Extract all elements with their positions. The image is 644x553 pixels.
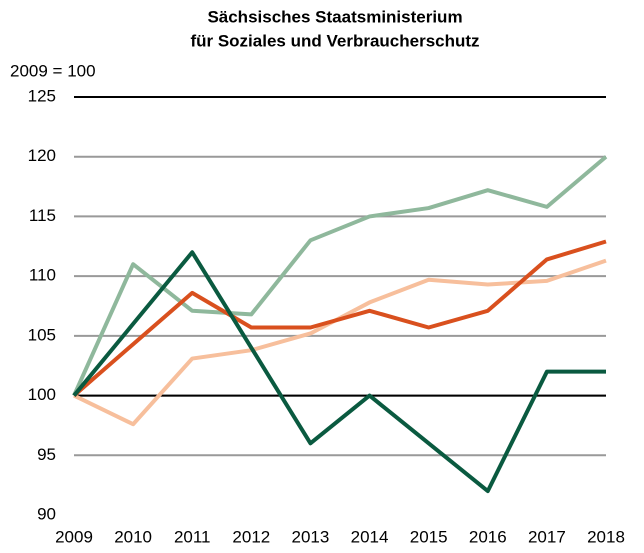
x-tick-label: 2009 bbox=[55, 527, 93, 546]
y-axis-label: 2009 = 100 bbox=[10, 61, 96, 80]
y-tick-label: 95 bbox=[37, 445, 56, 464]
series-line bbox=[72, 250, 606, 494]
y-tick-label: 115 bbox=[29, 206, 56, 225]
x-tick-label: 2013 bbox=[292, 527, 330, 546]
chart-title: für Soziales und Verbraucherschutz bbox=[190, 31, 479, 50]
x-tick-label: 2014 bbox=[351, 527, 389, 546]
x-tick-label: 2017 bbox=[528, 527, 566, 546]
x-tick-label: 2015 bbox=[410, 527, 448, 546]
y-tick-label: 105 bbox=[28, 325, 56, 344]
chart-title: Sächsisches Staatsministerium bbox=[207, 7, 462, 26]
series-line bbox=[73, 258, 607, 427]
series-line bbox=[72, 239, 607, 398]
y-tick-label: 110 bbox=[29, 266, 56, 285]
y-tick-label: 120 bbox=[28, 146, 56, 165]
x-tick-label: 2018 bbox=[587, 527, 625, 546]
x-tick-label: 2016 bbox=[469, 527, 507, 546]
y-tick-label: 100 bbox=[28, 385, 56, 404]
y-tick-label: 90 bbox=[37, 504, 56, 523]
x-tick-label: 2012 bbox=[232, 527, 270, 546]
x-tick-label: 2011 bbox=[174, 527, 211, 546]
x-tick-label: 2010 bbox=[114, 527, 152, 546]
y-tick-label: 125 bbox=[28, 86, 56, 105]
